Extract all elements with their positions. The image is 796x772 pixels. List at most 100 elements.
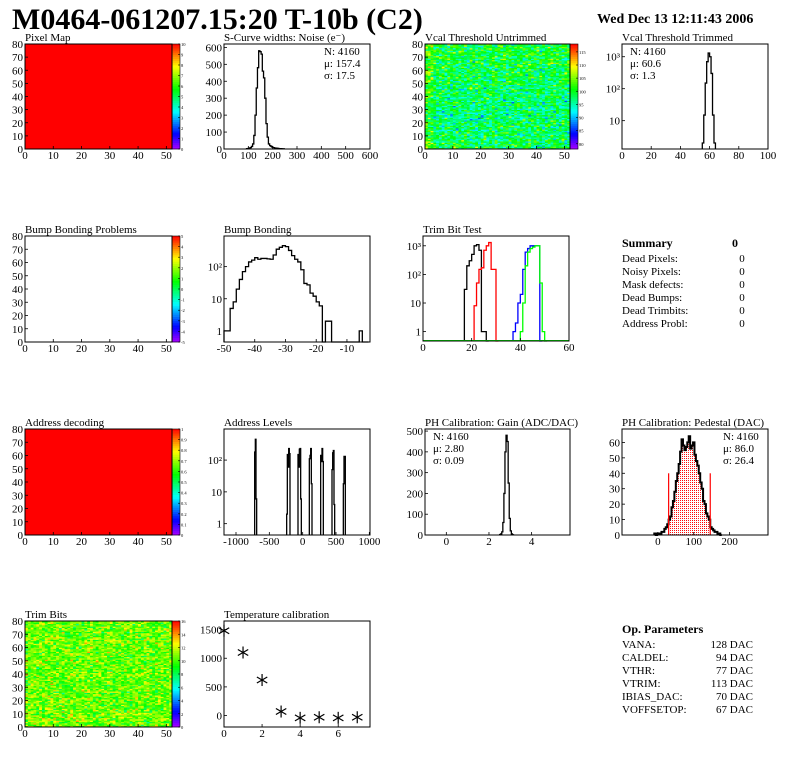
- heatmap-cell: [528, 63, 532, 66]
- heatmap-cell: [522, 62, 526, 64]
- heatmap-cell: [475, 79, 479, 82]
- heatmap-cell: [494, 147, 498, 150]
- heatmap-cell: [491, 95, 496, 97]
- heatmap-cell: [472, 113, 476, 116]
- heatmap-cell: [530, 79, 535, 82]
- heatmap-cell: [477, 55, 482, 58]
- heatmap-cell: [544, 63, 548, 66]
- heatmap-cell: [464, 121, 468, 124]
- color-bar-segment: [172, 456, 180, 459]
- heatmap-cell: [514, 62, 518, 64]
- heatmap-cell: [477, 87, 482, 89]
- heatmap-cell: [542, 146, 546, 148]
- heatmap-cell: [483, 96, 487, 99]
- heatmap-cell: [497, 84, 501, 87]
- heatmap-cell: [427, 96, 431, 99]
- heatmap-cell: [455, 146, 459, 148]
- parameter-label: IBIAS_DAC:: [622, 691, 683, 703]
- x-tick-label: 0: [619, 150, 625, 162]
- heatmap-cell: [508, 70, 512, 72]
- heatmap-cell: [500, 110, 504, 113]
- heatmap-cell: [469, 46, 473, 49]
- heatmap-cell: [556, 62, 560, 64]
- heatmap-cell: [444, 137, 448, 139]
- heatmap-cell: [561, 113, 565, 116]
- heatmap-cell: [466, 72, 470, 75]
- heatmap-cell: [558, 62, 562, 64]
- heatmap-cell: [556, 128, 560, 130]
- heatmap-cell: [550, 58, 554, 61]
- heatmap-cell: [511, 59, 515, 62]
- color-bar-segment: [172, 503, 180, 506]
- heatmap-cell: [547, 88, 551, 91]
- heatmap-cell: [505, 139, 509, 142]
- heatmap-cell: [452, 139, 456, 142]
- heatmap-cell: [530, 124, 535, 126]
- heatmap-cell: [511, 47, 515, 50]
- heatmap-cell: [472, 55, 476, 58]
- y-tick-label: 40: [609, 468, 621, 480]
- heatmap-cell: [542, 79, 546, 82]
- heatmap-cell: [505, 125, 509, 127]
- heatmap-cell: [447, 89, 451, 92]
- color-bar-segment: [172, 435, 180, 438]
- heatmap-cell: [466, 109, 470, 112]
- heatmap-cell: [528, 133, 532, 135]
- heatmap-cell: [550, 117, 554, 120]
- heatmap-cell: [503, 88, 507, 91]
- fit-fill-bar: [682, 445, 685, 535]
- heatmap-cell: [497, 49, 501, 51]
- heatmap-cell: [522, 96, 526, 99]
- heatmap-cell: [536, 125, 540, 127]
- heatmap-cell: [458, 135, 462, 138]
- heatmap-cell: [530, 49, 535, 51]
- heatmap-cell: [84, 724, 88, 726]
- heatmap-cell: [491, 51, 496, 54]
- heatmap-cell: [480, 72, 484, 75]
- heatmap-cell: [533, 133, 537, 135]
- heatmap-cell: [450, 117, 454, 120]
- heatmap-cell: [508, 96, 512, 99]
- heatmap-cell: [483, 134, 487, 137]
- x-tick-label: 10: [48, 343, 60, 355]
- heatmap-cell: [561, 67, 565, 70]
- heatmap-cell: [530, 93, 535, 96]
- heatmap-cell: [511, 87, 515, 89]
- heatmap-cell: [480, 67, 484, 70]
- heatmap-cell: [475, 104, 479, 106]
- heatmap-cell: [427, 70, 431, 72]
- heatmap-cell: [140, 723, 145, 725]
- heatmap-cell: [444, 126, 448, 129]
- heatmap-cell: [475, 101, 479, 104]
- heatmap-cell: [519, 105, 523, 108]
- heatmap-cell: [455, 72, 459, 75]
- heatmap-cell: [514, 118, 518, 121]
- heatmap-cell: [489, 137, 493, 139]
- heatmap-cell: [533, 86, 537, 88]
- heatmap-cell: [427, 138, 431, 141]
- heatmap-cell: [469, 114, 473, 117]
- color-bar-segment: [172, 71, 180, 74]
- heatmap-cell: [494, 118, 498, 121]
- heatmap-cell: [497, 74, 501, 76]
- heatmap-cell: [558, 74, 562, 76]
- heatmap-cell: [517, 78, 521, 80]
- heatmap-cell: [561, 100, 565, 103]
- heatmap-cell: [553, 93, 557, 96]
- heatmap-cell: [508, 138, 512, 141]
- heatmap-cell: [556, 133, 560, 135]
- heatmap-cell: [544, 83, 548, 85]
- heatmap-cell: [550, 110, 554, 113]
- heatmap-cell: [444, 86, 448, 88]
- heatmap-cell: [480, 142, 484, 145]
- heatmap-cell: [477, 50, 482, 53]
- heatmap-cell: [452, 141, 456, 143]
- heatmap-cell: [455, 83, 459, 85]
- heatmap-cell: [564, 59, 568, 62]
- heatmap-cell: [427, 46, 431, 49]
- heatmap-cell: [480, 62, 484, 64]
- heatmap-cell: [458, 51, 462, 54]
- heatmap-cell: [475, 53, 479, 55]
- heatmap-cell: [564, 70, 568, 72]
- heatmap-cell: [567, 86, 571, 88]
